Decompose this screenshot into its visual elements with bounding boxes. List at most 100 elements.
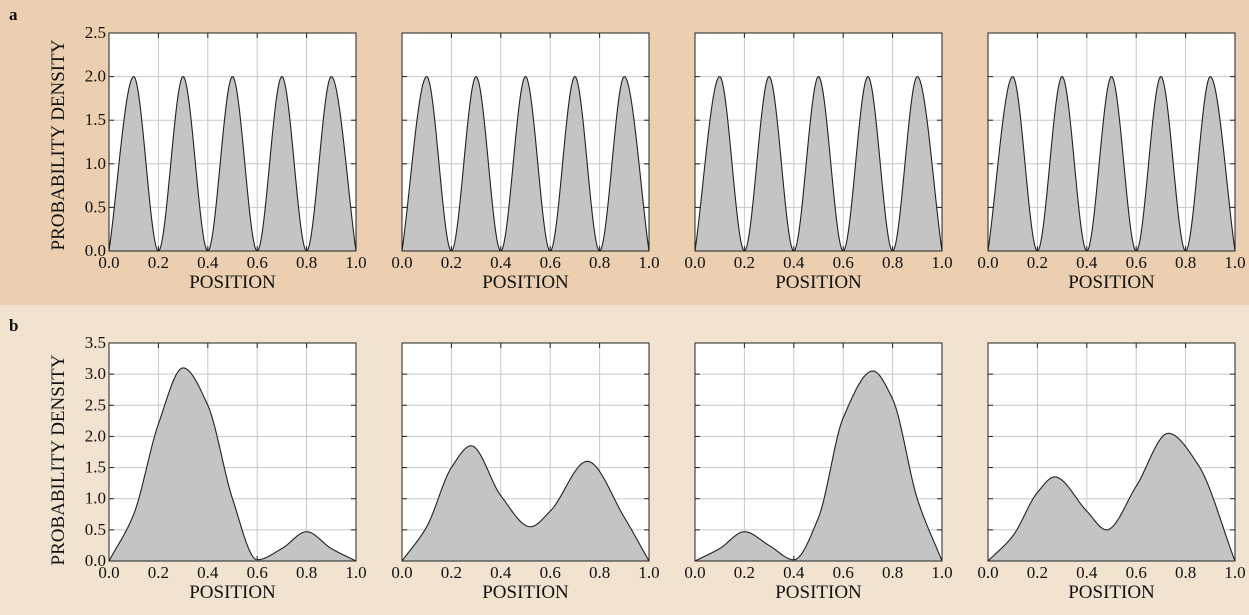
x-tick-label: 0.4 bbox=[197, 253, 219, 272]
y-tick-label: 0.0 bbox=[85, 241, 106, 260]
density-area bbox=[988, 76, 1235, 251]
x-tick-label: 0.8 bbox=[589, 253, 610, 272]
density-curve bbox=[401, 445, 650, 562]
x-tick-label: 0.0 bbox=[391, 563, 412, 582]
x-axis-label: POSITION bbox=[189, 272, 276, 293]
x-tick-label: 0.6 bbox=[1126, 253, 1147, 272]
plot-a-4: 0.0 0.2 0.4 0.6 0.8 1.0 POSITION bbox=[977, 32, 1246, 293]
x-tick-label: 0.6 bbox=[1126, 563, 1147, 582]
x-tick-label: 0.4 bbox=[490, 253, 512, 272]
x-tick-label: 0.8 bbox=[1175, 253, 1196, 272]
x-tick-label: 1.0 bbox=[638, 563, 659, 582]
x-axis-label: POSITION bbox=[1068, 272, 1155, 293]
x-tick-label: 1.0 bbox=[931, 563, 952, 582]
plot-frame bbox=[694, 32, 943, 252]
x-tick-label: 0.6 bbox=[540, 563, 561, 582]
y-tick-label: 2.5 bbox=[85, 23, 106, 42]
plot-a-2: 0.0 0.2 0.4 0.6 0.8 1.0 POSITION bbox=[391, 32, 660, 293]
x-tick-label: 0.8 bbox=[589, 563, 610, 582]
y-tick-label: 0.5 bbox=[85, 197, 106, 216]
x-tick-label: 0.0 bbox=[684, 563, 705, 582]
plot-b-1: 0.0 0.5 1.0 1.5 2.0 2.5 3.0 3.5 0.0 0.2 0.4 0.6 0.8 1… bbox=[85, 333, 367, 603]
x-axis-label: POSITION bbox=[775, 272, 862, 293]
panel-a-ylabel: PROBABILITY DENSITY bbox=[48, 39, 69, 250]
y-tick-label: 2.0 bbox=[85, 426, 106, 445]
y-tick-label: 0.5 bbox=[85, 520, 106, 539]
x-tick-label: 0.6 bbox=[247, 563, 268, 582]
y-tick-label: 2.5 bbox=[85, 395, 106, 414]
x-tick-label: 0.6 bbox=[833, 563, 854, 582]
density-curve bbox=[108, 367, 357, 562]
x-tick-label: 1.0 bbox=[931, 253, 952, 272]
x-tick-label: 0.8 bbox=[296, 253, 317, 272]
x-tick-label: 0.2 bbox=[148, 253, 169, 272]
panel-b-ylabel: PROBABILITY DENSITY bbox=[48, 354, 69, 565]
plot-frame bbox=[401, 342, 650, 562]
plot-b-4: 0.0 0.2 0.4 0.6 0.8 1.0 POSITION bbox=[977, 342, 1246, 603]
y-tick-label: 2.0 bbox=[85, 67, 106, 86]
y-tick-label: 1.5 bbox=[85, 458, 106, 477]
y-tick-label: 3.5 bbox=[85, 333, 106, 352]
x-tick-label: 0.0 bbox=[98, 563, 119, 582]
plot-frame bbox=[108, 32, 357, 252]
x-tick-label: 0.2 bbox=[148, 563, 169, 582]
x-tick-label: 1.0 bbox=[638, 253, 659, 272]
x-tick-label: 0.4 bbox=[1076, 253, 1098, 272]
x-tick-label: 0.4 bbox=[197, 563, 219, 582]
plot-b-2: 0.0 0.2 0.4 0.6 0.8 1.0 POSITION bbox=[391, 342, 660, 603]
x-tick-label: 0.2 bbox=[441, 253, 462, 272]
plot-frame bbox=[694, 342, 943, 562]
x-tick-label: 0.8 bbox=[296, 563, 317, 582]
x-tick-label: 1.0 bbox=[1224, 563, 1245, 582]
panel-a-label: a bbox=[9, 5, 18, 24]
density-area bbox=[109, 76, 356, 251]
x-tick-label: 0.2 bbox=[441, 563, 462, 582]
panel-b-label: b bbox=[9, 316, 18, 335]
x-tick-label: 1.0 bbox=[345, 563, 366, 582]
plot-frame bbox=[401, 32, 650, 252]
density-curve bbox=[108, 75, 357, 252]
x-tick-label: 0.0 bbox=[98, 253, 119, 272]
y-tick-label: 3.0 bbox=[85, 364, 106, 383]
x-tick-label: 0.8 bbox=[882, 563, 903, 582]
x-tick-label: 0.2 bbox=[734, 253, 755, 272]
density-area bbox=[695, 371, 942, 561]
x-tick-label: 0.0 bbox=[977, 253, 998, 272]
plot-b-3: 0.0 0.2 0.4 0.6 0.8 1.0 POSITION bbox=[684, 342, 953, 603]
density-curve bbox=[694, 370, 943, 562]
x-tick-label: 0.0 bbox=[391, 253, 412, 272]
x-tick-label: 1.0 bbox=[1224, 253, 1245, 272]
density-area bbox=[402, 445, 649, 561]
plot-a-1: 0.0 0.5 1.0 1.5 2.0 2.5 0.0 0.2 0.4 0.6 0.8 1.0 POSI… bbox=[85, 23, 367, 293]
x-tick-label: 0.6 bbox=[247, 253, 268, 272]
x-tick-label: 0.6 bbox=[833, 253, 854, 272]
x-tick-label: 0.4 bbox=[1076, 563, 1098, 582]
density-curve bbox=[987, 432, 1236, 562]
y-tick-label: 1.0 bbox=[85, 154, 106, 173]
x-tick-label: 0.8 bbox=[1175, 563, 1196, 582]
x-axis-label: POSITION bbox=[775, 582, 862, 603]
y-tick-label: 0.0 bbox=[85, 551, 106, 570]
x-tick-label: 1.0 bbox=[345, 253, 366, 272]
density-curve bbox=[987, 75, 1236, 252]
plot-frame bbox=[987, 32, 1236, 252]
density-area bbox=[988, 433, 1235, 561]
x-tick-label: 0.0 bbox=[684, 253, 705, 272]
density-area bbox=[109, 367, 356, 561]
plot-frame bbox=[987, 342, 1236, 562]
x-tick-label: 0.6 bbox=[540, 253, 561, 272]
y-tick-label: 1.0 bbox=[85, 489, 106, 508]
x-tick-label: 0.2 bbox=[734, 563, 755, 582]
x-tick-label: 0.2 bbox=[1027, 253, 1048, 272]
density-area bbox=[402, 76, 649, 251]
x-tick-label: 0.2 bbox=[1027, 563, 1048, 582]
density-curve bbox=[401, 75, 650, 252]
x-axis-label: POSITION bbox=[482, 272, 569, 293]
x-axis-label: POSITION bbox=[482, 582, 569, 603]
x-tick-label: 0.4 bbox=[490, 563, 512, 582]
x-tick-label: 0.0 bbox=[977, 563, 998, 582]
x-tick-label: 0.4 bbox=[783, 253, 805, 272]
x-tick-label: 0.8 bbox=[882, 253, 903, 272]
x-axis-label: POSITION bbox=[1068, 582, 1155, 603]
